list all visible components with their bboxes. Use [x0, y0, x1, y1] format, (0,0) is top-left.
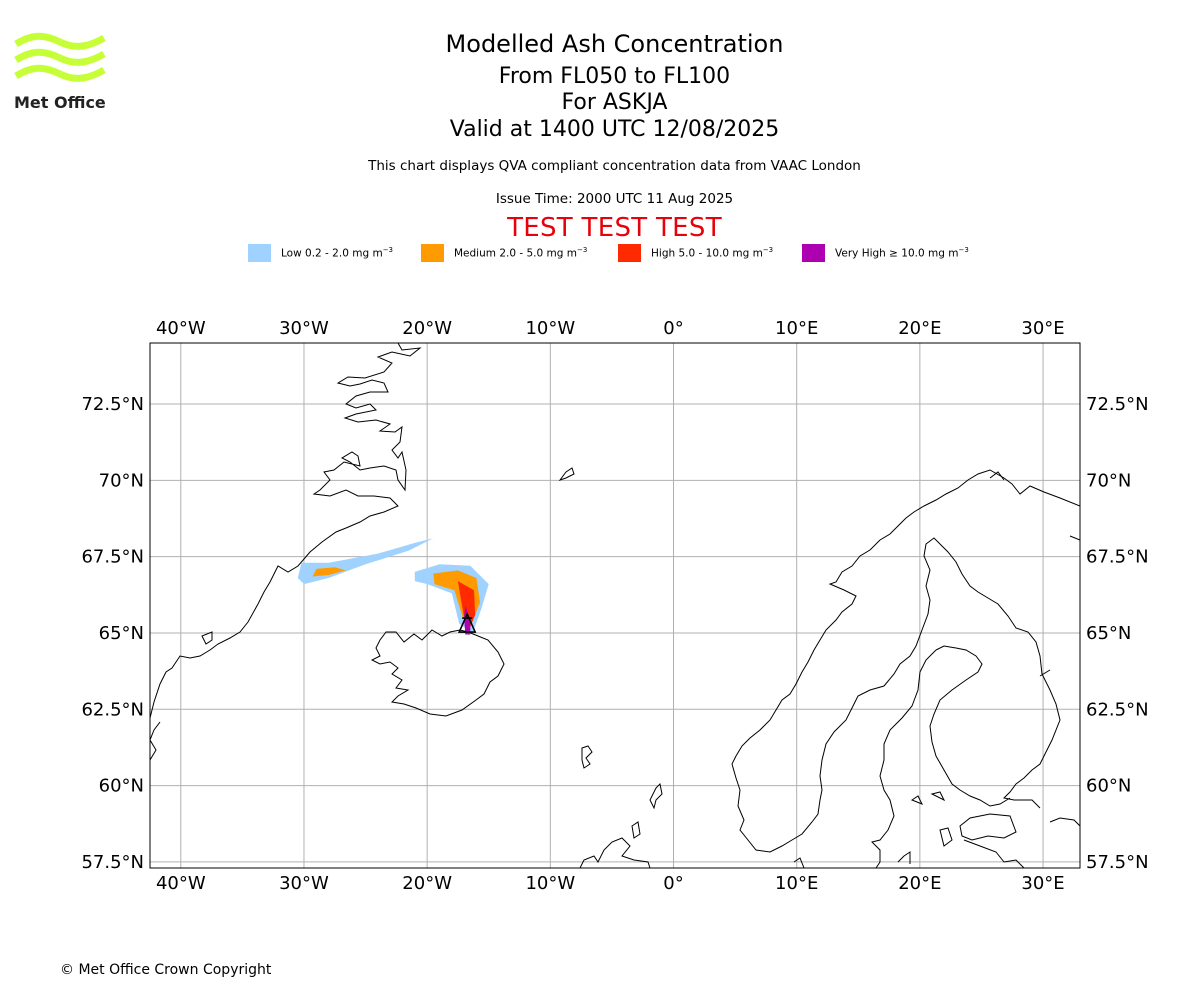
map-tick-labels: 40°W 40°W 30°W 30°W 20°W 20°W 10°W 10°W 0° 0° 10°E… [81, 318, 1148, 894]
coastline-scotland [579, 837, 651, 868]
chart-description: This chart displays QVA compliant concen… [368, 158, 861, 174]
lon-tick-label-bottom: 20°E [898, 873, 941, 894]
lat-tick-label-right: 70°N [1086, 470, 1131, 491]
legend-label-medium: Medium 2.0 - 5.0 mg m−3 [454, 246, 588, 260]
lat-tick-label-left: 65°N [99, 623, 144, 644]
lat-tick-label-right: 72.5°N [1086, 394, 1149, 415]
legend-item-very-high: Very High ≥ 10.0 mg m−3 [802, 244, 969, 262]
lon-tick-label-bottom: 40°W [156, 873, 206, 894]
legend-item-low: Low 0.2 - 2.0 mg m−3 [248, 244, 393, 262]
lat-tick-label-left: 70°N [99, 470, 144, 491]
lat-tick-label-right: 62.5°N [1086, 699, 1149, 720]
issue-time: Issue Time: 2000 UTC 11 Aug 2025 [495, 191, 734, 207]
lat-tick-label-right: 65°N [1086, 623, 1131, 644]
lon-tick-label-top: 20°W [402, 318, 452, 339]
lat-tick-label-left: 57.5°N [81, 852, 144, 873]
legend-swatch-high [618, 244, 641, 262]
ash-area-medium [312, 567, 346, 577]
lon-tick-label-bottom: 10°E [775, 873, 818, 894]
coastline-faroes [581, 745, 593, 769]
chart-title: Modelled Ash Concentration [445, 30, 784, 58]
legend-item-high: High 5.0 - 10.0 mg m−3 [618, 244, 773, 262]
lat-tick-label-left: 72.5°N [81, 394, 144, 415]
lon-tick-label-bottom: 20°W [402, 873, 452, 894]
lon-tick-label-bottom: 30°E [1021, 873, 1064, 894]
ash-concentration-areas [297, 538, 489, 635]
volcano-triangle-icon [457, 612, 477, 633]
ash-area-very-high [464, 605, 471, 635]
coastline-scandinavia [731, 469, 1080, 853]
lat-tick-label-left: 67.5°N [81, 547, 144, 568]
legend-label-low: Low 0.2 - 2.0 mg m−3 [281, 246, 394, 260]
lon-tick-label-top: 20°E [898, 318, 941, 339]
legend-swatch-medium [421, 244, 444, 262]
legend-label-high: High 5.0 - 10.0 mg m−3 [651, 246, 774, 260]
coastline-jan-mayen [558, 467, 575, 481]
volcano-marker [457, 612, 477, 633]
lon-tick-label-top: 40°W [156, 318, 206, 339]
lon-tick-label-top: 10°E [775, 318, 818, 339]
coastline-shetland [649, 782, 663, 810]
lon-tick-label-top: 30°W [279, 318, 329, 339]
legend-swatch-low [248, 244, 271, 262]
map-frame [149, 342, 1081, 869]
lon-tick-label-top: 10°W [525, 318, 575, 339]
coastline-greenland [150, 343, 422, 719]
logo-text: Met Office [14, 93, 106, 112]
flight-level-range: From FL050 to FL100 [498, 64, 731, 89]
valid-time: Valid at 1400 UTC 12/08/2025 [449, 117, 780, 142]
volcano-name: For ASKJA [561, 90, 668, 115]
lon-tick-label-top: 0° [663, 318, 683, 339]
lat-tick-label-left: 60°N [99, 776, 144, 797]
copyright-notice: © Met Office Crown Copyright [60, 962, 272, 978]
coastlines [150, 343, 1080, 868]
lon-tick-label-bottom: 30°W [279, 873, 329, 894]
lon-tick-label-bottom: 0° [663, 873, 683, 894]
legend-item-medium: Medium 2.0 - 5.0 mg m−3 [421, 244, 587, 262]
lon-tick-label-bottom: 10°W [525, 873, 575, 894]
lat-tick-label-right: 60°N [1086, 776, 1131, 797]
legend-label-very-high: Very High ≥ 10.0 mg m−3 [835, 246, 969, 260]
lat-tick-label-left: 62.5°N [81, 699, 144, 720]
coastline-finland-sweden [929, 645, 1011, 807]
met-office-waves-icon: Met Office [14, 32, 106, 112]
test-banner: TEST TEST TEST [507, 213, 722, 243]
met-office-logo: Met Office [14, 30, 108, 116]
coastline-iceland [370, 629, 505, 717]
map-gridlines [150, 343, 1080, 868]
legend-swatch-very-high [802, 244, 825, 262]
lat-tick-label-right: 67.5°N [1086, 547, 1149, 568]
lat-tick-label-right: 57.5°N [1086, 852, 1149, 873]
lon-tick-label-top: 30°E [1021, 318, 1064, 339]
